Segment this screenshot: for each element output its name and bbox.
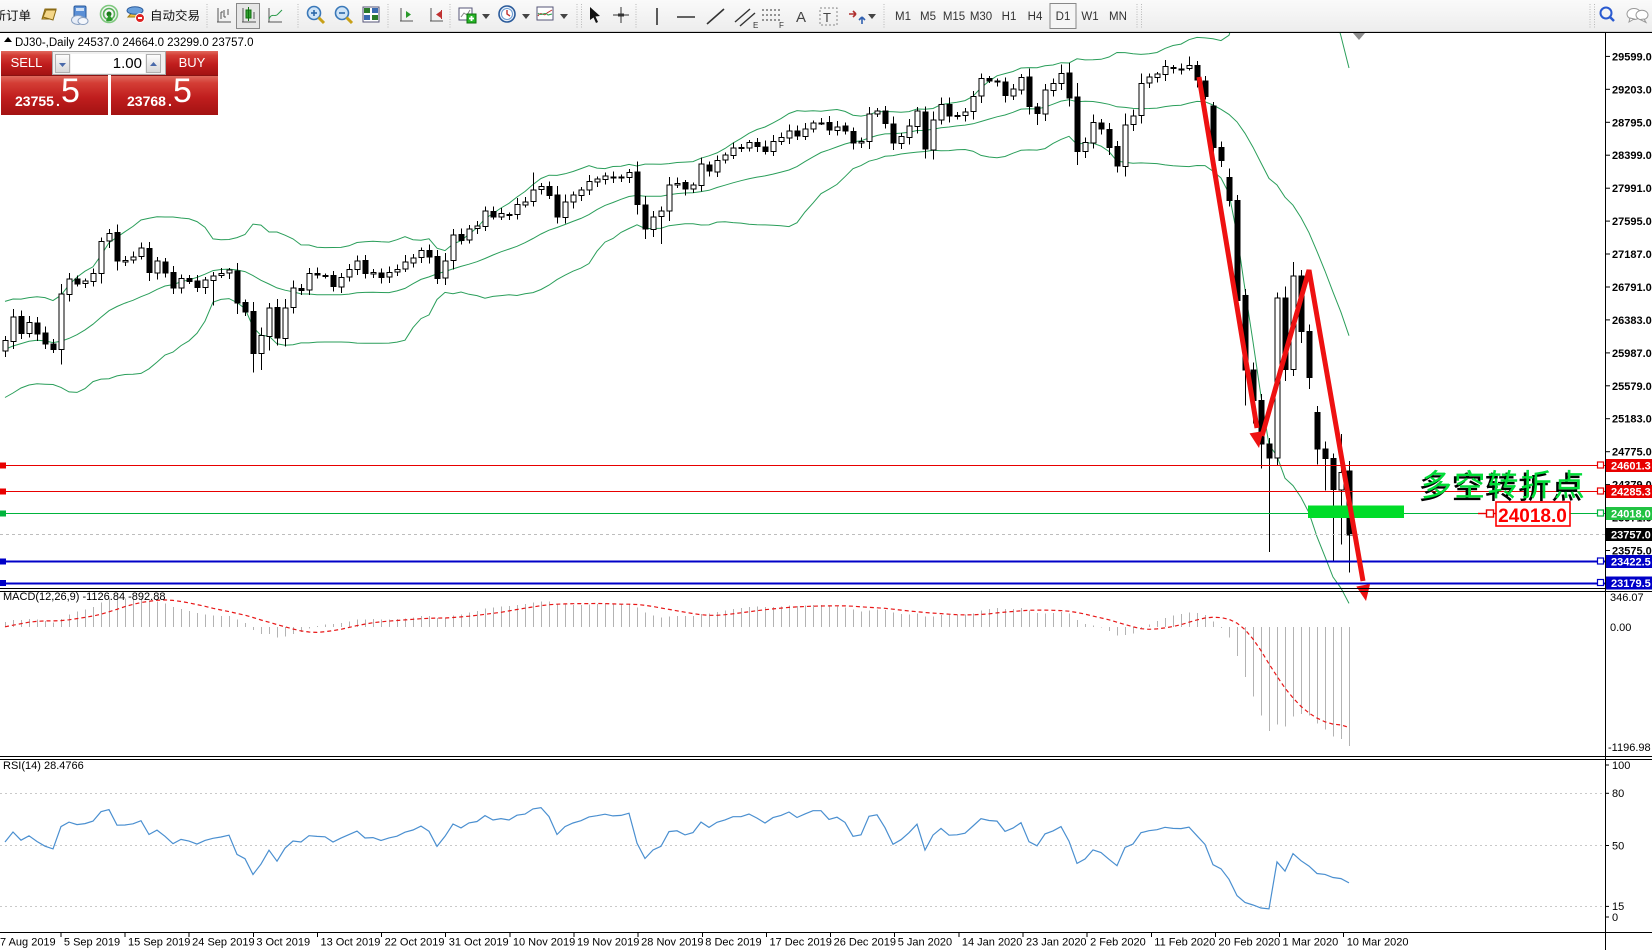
svg-text:0.00: 0.00	[1610, 622, 1631, 634]
svg-text:25987.0: 25987.0	[1612, 348, 1652, 360]
svg-text:10 Nov 2019: 10 Nov 2019	[513, 937, 575, 949]
svg-text:11 Feb 2020: 11 Feb 2020	[1154, 937, 1215, 949]
svg-text:1 Mar 2020: 1 Mar 2020	[1283, 937, 1339, 949]
svg-text:27991.0: 27991.0	[1612, 183, 1652, 195]
svg-text:MACD(12,26,9) -1126.84 -892.88: MACD(12,26,9) -1126.84 -892.88	[3, 591, 165, 603]
svg-text:H1: H1	[1002, 11, 1017, 23]
svg-text:T: T	[823, 10, 831, 25]
svg-text:17 Dec 2019: 17 Dec 2019	[769, 937, 831, 949]
svg-text:E: E	[753, 21, 758, 30]
svg-text:5 Jan 2020: 5 Jan 2020	[898, 937, 952, 949]
svg-text:8 Dec 2019: 8 Dec 2019	[705, 937, 761, 949]
svg-text:31 Oct 2019: 31 Oct 2019	[449, 937, 509, 949]
svg-text:24285.3: 24285.3	[1611, 487, 1651, 499]
svg-text:10 Mar 2020: 10 Mar 2020	[1347, 937, 1409, 949]
svg-text:23 Jan 2020: 23 Jan 2020	[1026, 937, 1087, 949]
svg-text:23179.5: 23179.5	[1611, 578, 1651, 590]
svg-text:50: 50	[1612, 841, 1624, 853]
svg-text:19 Nov 2019: 19 Nov 2019	[577, 937, 639, 949]
svg-text:24601.3: 24601.3	[1611, 461, 1651, 473]
svg-text:27595.0: 27595.0	[1612, 216, 1652, 228]
svg-text:23422.5: 23422.5	[1611, 557, 1651, 569]
svg-text:H4: H4	[1028, 11, 1043, 23]
svg-text:M5: M5	[920, 11, 936, 23]
svg-text:24 Sep 2019: 24 Sep 2019	[192, 937, 254, 949]
svg-text:W1: W1	[1081, 11, 1098, 23]
svg-text:24018.0: 24018.0	[1498, 506, 1567, 527]
svg-text:15 Sep 2019: 15 Sep 2019	[128, 937, 190, 949]
svg-text:25579.0: 25579.0	[1612, 381, 1652, 393]
svg-text:D1: D1	[1056, 11, 1071, 23]
svg-text:100: 100	[1612, 760, 1630, 772]
svg-text:29203.0: 29203.0	[1612, 84, 1652, 96]
svg-text:20 Feb 2020: 20 Feb 2020	[1218, 937, 1280, 949]
svg-text:5 Sep 2019: 5 Sep 2019	[64, 937, 120, 949]
svg-text:80: 80	[1612, 788, 1624, 800]
svg-text:RSI(14) 28.4766: RSI(14) 28.4766	[3, 760, 84, 772]
svg-text:13 Oct 2019: 13 Oct 2019	[320, 937, 380, 949]
svg-text:26 Dec 2019: 26 Dec 2019	[834, 937, 896, 949]
svg-text:7 Aug 2019: 7 Aug 2019	[0, 937, 56, 949]
svg-text:14 Jan 2020: 14 Jan 2020	[962, 937, 1023, 949]
svg-text:DJ30-,Daily 24537.0 24664.0 2: DJ30-,Daily 24537.0 24664.0 23299.0 2375…	[15, 37, 254, 49]
svg-text:M15: M15	[943, 11, 965, 23]
svg-text:28 Nov 2019: 28 Nov 2019	[641, 937, 703, 949]
svg-text:M1: M1	[895, 11, 911, 23]
svg-text:24018.0: 24018.0	[1611, 509, 1651, 521]
svg-text:26383.0: 26383.0	[1612, 315, 1652, 327]
svg-text:F: F	[779, 21, 784, 30]
svg-text:3 Oct 2019: 3 Oct 2019	[256, 937, 310, 949]
svg-text:15: 15	[1612, 901, 1624, 913]
svg-text:MN: MN	[1109, 11, 1127, 23]
svg-text:28399.0: 28399.0	[1612, 150, 1652, 162]
svg-text:25183.0: 25183.0	[1612, 414, 1652, 426]
svg-text:0: 0	[1612, 912, 1618, 924]
svg-text:2 Feb 2020: 2 Feb 2020	[1090, 937, 1146, 949]
svg-text:23757.0: 23757.0	[1611, 530, 1651, 542]
svg-text:28795.0: 28795.0	[1612, 117, 1652, 129]
svg-text:27187.0: 27187.0	[1612, 249, 1652, 261]
svg-text:-1196.98: -1196.98	[1608, 742, 1651, 754]
svg-text:24775.0: 24775.0	[1612, 447, 1652, 459]
svg-text:A: A	[796, 9, 806, 26]
svg-text:346.07: 346.07	[1610, 592, 1644, 604]
svg-text:23575.0: 23575.0	[1612, 546, 1652, 558]
svg-text:29599.0: 29599.0	[1612, 51, 1652, 63]
svg-text:26791.0: 26791.0	[1612, 282, 1652, 294]
svg-text:M30: M30	[970, 11, 992, 23]
svg-text:22 Oct 2019: 22 Oct 2019	[385, 937, 445, 949]
